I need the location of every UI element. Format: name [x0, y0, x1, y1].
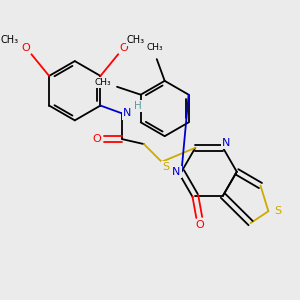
Text: CH₃: CH₃: [127, 35, 145, 45]
Text: O: O: [120, 43, 128, 53]
Text: CH₃: CH₃: [1, 35, 19, 45]
Text: O: O: [21, 43, 30, 53]
Text: S: S: [162, 162, 169, 172]
Text: CH₃: CH₃: [146, 43, 163, 52]
Text: CH₃: CH₃: [95, 78, 112, 87]
Text: N: N: [222, 138, 230, 148]
Text: N: N: [172, 167, 181, 177]
Text: O: O: [92, 134, 101, 144]
Text: O: O: [195, 220, 204, 230]
Text: N: N: [123, 109, 131, 118]
Text: S: S: [275, 206, 282, 216]
Text: H: H: [134, 100, 142, 111]
